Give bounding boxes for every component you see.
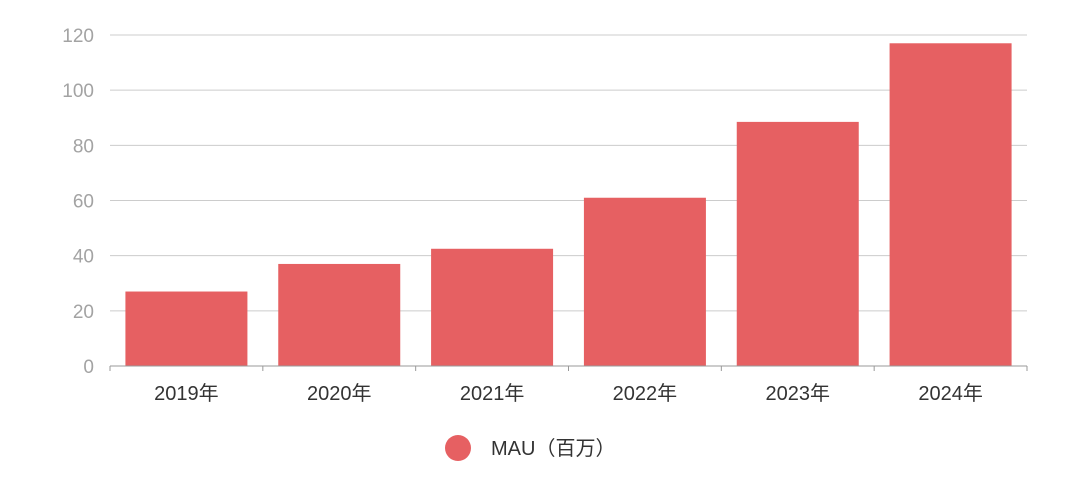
y-tick-label: 40 xyxy=(73,247,94,268)
x-category-label: 2024年 xyxy=(918,382,983,405)
x-axis-labels: 2019年 2020年 2021年 2022年 2023年 2024年 xyxy=(154,382,983,405)
y-tick-label: 120 xyxy=(62,26,94,47)
x-category-label: 2019年 xyxy=(154,382,219,405)
x-axis xyxy=(109,365,1028,371)
y-tick-label: 20 xyxy=(73,302,94,323)
bar[interactable] xyxy=(736,121,859,366)
bar[interactable] xyxy=(431,248,554,366)
legend[interactable]: MAU（百万） xyxy=(445,435,615,461)
bar[interactable] xyxy=(889,43,1012,367)
y-tick-label: 80 xyxy=(73,136,94,157)
gridlines xyxy=(110,34,1027,312)
bar[interactable] xyxy=(125,291,248,366)
y-tick-label: 100 xyxy=(62,81,94,102)
legend-swatch xyxy=(445,435,471,461)
x-category-label: 2020年 xyxy=(307,382,372,405)
legend-label: MAU（百万） xyxy=(491,437,615,460)
y-axis-ticks: 0 20 40 60 80 100 120 xyxy=(62,26,94,378)
x-category-label: 2021年 xyxy=(460,382,525,405)
x-category-label: 2023年 xyxy=(766,382,831,405)
y-tick-label: 60 xyxy=(73,192,94,213)
y-tick-label: 0 xyxy=(83,357,94,378)
bars xyxy=(125,43,1012,367)
x-category-label: 2022年 xyxy=(613,382,678,405)
bar[interactable] xyxy=(278,263,401,366)
bar[interactable] xyxy=(583,197,706,366)
